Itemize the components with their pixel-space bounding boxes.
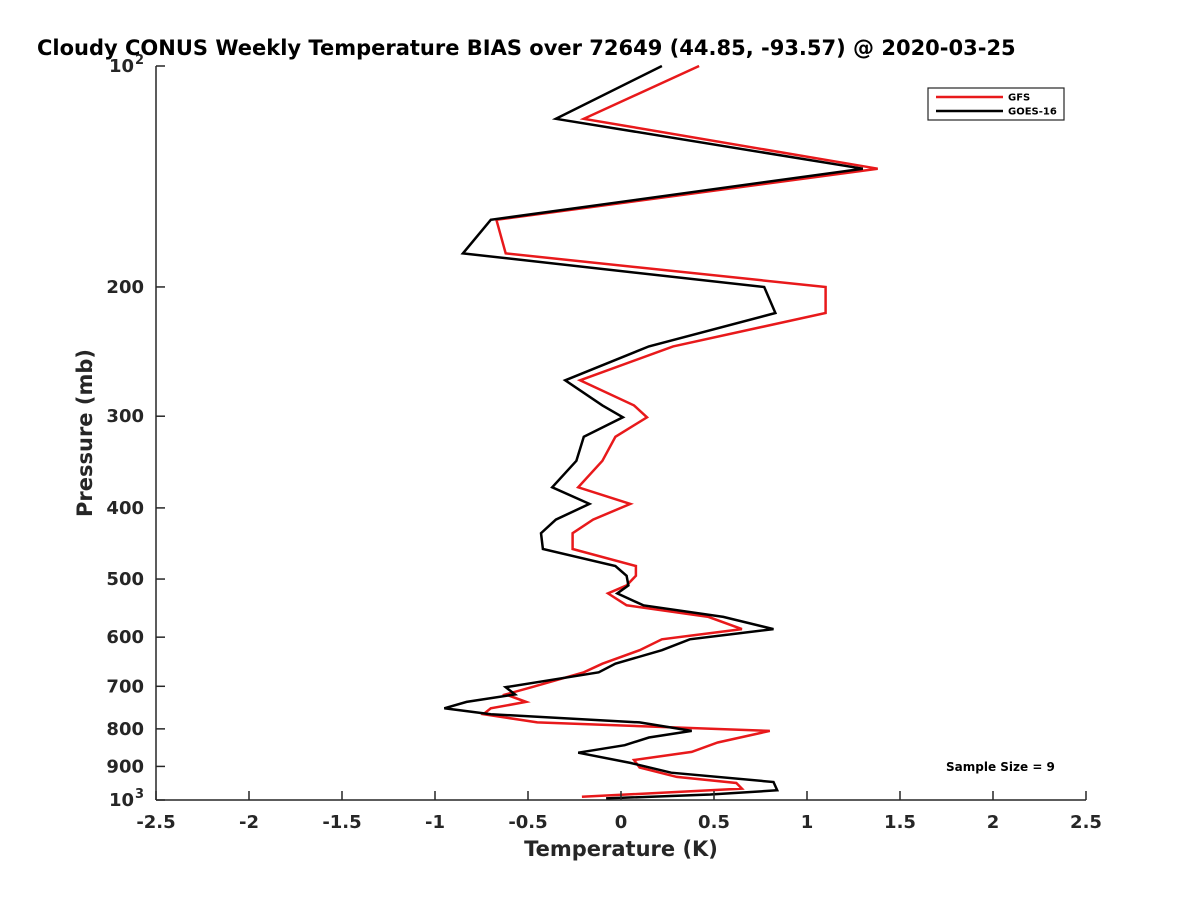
series-layer [443,64,878,800]
x-tick-label: -1 [425,812,445,833]
y-tick-label: 900 [106,756,144,777]
plot-area: -2.5 -2 -1.5 -1 -0.5 0 0.5 1 1.5 2 2.5 21020030040… [106,53,1102,833]
legend-box [927,87,1065,121]
x-tick-label: -2.5 [136,812,175,833]
y-tick-exponent: 3 [135,787,144,802]
legend-items: GFS GOES-16 [936,93,1057,118]
x-tick-label: -0.5 [508,812,547,833]
x-tick-label: 1.5 [884,812,916,833]
x-tick-label: -2 [239,812,259,833]
legend-label: GFS [1008,93,1030,104]
legend: GFS GOES-16 [927,87,1065,121]
x-axis-label: Temperature (K) [524,837,718,861]
y-tick-label: 800 [106,719,144,740]
sample-size-annotation: Sample Size = 9 [946,760,1055,774]
chart-title: Cloudy CONUS Weekly Temperature BIAS ove… [37,36,1016,60]
y-axis-label: Pressure (mb) [73,349,97,517]
x-tick-label: 0.5 [698,812,730,833]
y-tick-label: 600 [106,627,144,648]
x-tick-label: 2 [987,812,1000,833]
y-tick-label: 700 [106,676,144,697]
series-line-gfs [480,64,878,799]
y-tick-label: 300 [106,406,144,427]
y-tick-exponent: 2 [135,53,144,68]
y-tick-label: 10 [109,790,134,811]
x-axis-ticks: -2.5 -2 -1.5 -1 -0.5 0 0.5 1 1.5 2 2.5 [136,791,1102,833]
x-tick-label: 0 [615,812,628,833]
y-tick-label: 10 [109,56,134,77]
x-tick-label: -1.5 [322,812,361,833]
x-tick-label: 1 [801,812,814,833]
series-line-goes-16 [443,64,864,800]
x-tick-label: 2.5 [1070,812,1102,833]
y-tick-label: 200 [106,277,144,298]
legend-label: GOES-16 [1008,107,1057,118]
y-tick-label: 400 [106,498,144,519]
y-tick-label: 500 [106,569,144,590]
